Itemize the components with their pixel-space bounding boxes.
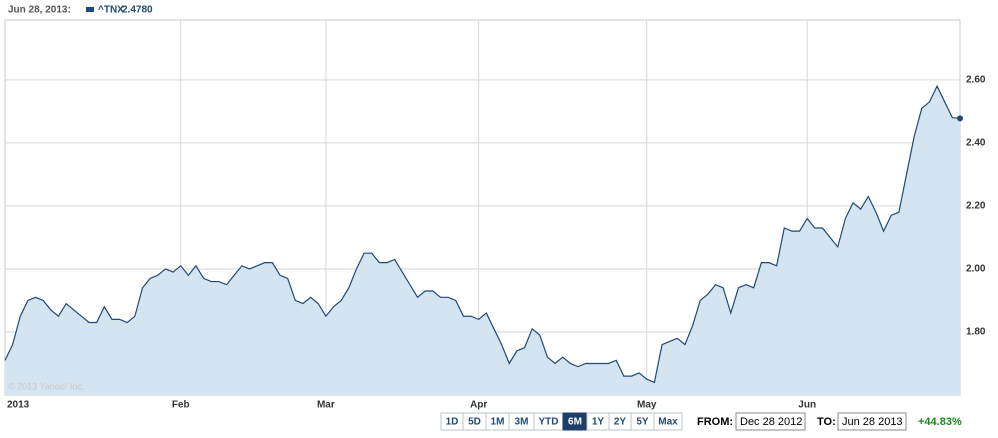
y-tick-label: 2.40 <box>966 138 986 149</box>
range-label: 1M <box>491 417 505 428</box>
x-tick-label: Apr <box>470 400 487 411</box>
watermark: © 2013 Yahoo! Inc. <box>8 381 84 391</box>
x-tick-label: Feb <box>172 400 190 411</box>
x-tick-label: Jun <box>798 400 816 411</box>
change: +44.83% <box>918 416 962 428</box>
x-tick-label: 2013 <box>7 400 30 411</box>
legend-name: ^TNX <box>98 5 124 16</box>
range-label: Max <box>658 417 678 428</box>
range-label: 1Y <box>592 417 605 428</box>
y-tick-label: 2.00 <box>966 264 986 275</box>
from-value: Dec 28 2012 <box>740 416 802 428</box>
y-tick-label: 1.80 <box>966 327 986 338</box>
to-value: Jun 28 2013 <box>842 416 903 428</box>
x-tick-label: May <box>637 400 657 411</box>
range-label: 6M <box>568 417 582 428</box>
x-tick-label: Mar <box>317 400 335 411</box>
from-label: FROM: <box>697 416 733 428</box>
range-label: 1D <box>446 417 459 428</box>
line <box>4 84 961 384</box>
y-tick-label: 2.60 <box>966 75 986 86</box>
header-date: Jun 28, 2013: <box>8 5 71 16</box>
legend-value: 2.4780 <box>122 5 153 16</box>
from-input[interactable] <box>735 412 806 431</box>
range-label: 2Y <box>614 417 627 428</box>
to-label: TO: <box>817 416 836 428</box>
range-button[interactable] <box>653 412 683 431</box>
last-point <box>957 115 963 122</box>
area <box>5 86 960 396</box>
range-label: 5Y <box>636 417 649 428</box>
to-input[interactable] <box>837 412 907 431</box>
range-label: YTD <box>539 417 559 428</box>
y-tick-label: 2.20 <box>966 201 986 212</box>
range-label: 3M <box>515 417 529 428</box>
range-label: 5D <box>468 417 481 428</box>
legend-swatch <box>86 7 94 12</box>
